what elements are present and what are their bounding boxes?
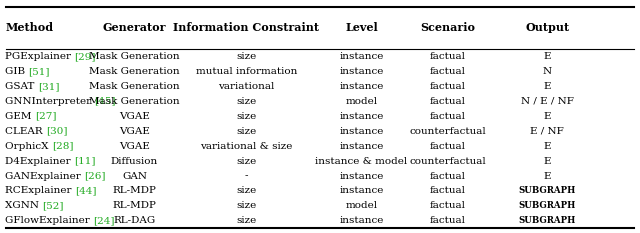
Text: [44]: [44] <box>75 186 97 195</box>
Text: instance & model: instance & model <box>316 157 408 166</box>
Text: size: size <box>236 201 257 210</box>
Text: instance: instance <box>339 186 384 195</box>
Text: Output: Output <box>525 22 569 34</box>
Text: size: size <box>236 112 257 121</box>
Text: instance: instance <box>339 127 384 136</box>
Text: XGNN: XGNN <box>5 201 42 210</box>
Text: PGExplainer: PGExplainer <box>5 52 74 61</box>
Text: E: E <box>543 142 551 151</box>
Text: factual: factual <box>430 52 466 61</box>
Text: [52]: [52] <box>42 201 64 210</box>
Text: Method: Method <box>5 22 53 34</box>
Text: Mask Generation: Mask Generation <box>89 97 180 106</box>
Text: Mask Generation: Mask Generation <box>89 52 180 61</box>
Text: instance: instance <box>339 52 384 61</box>
Text: GIB: GIB <box>5 67 29 76</box>
Text: Level: Level <box>345 22 378 34</box>
Text: factual: factual <box>430 97 466 106</box>
Text: size: size <box>236 52 257 61</box>
Text: N: N <box>543 67 552 76</box>
Text: instance: instance <box>339 216 384 225</box>
Text: size: size <box>236 186 257 195</box>
Text: factual: factual <box>430 201 466 210</box>
Text: E: E <box>543 52 551 61</box>
Text: GAN: GAN <box>122 171 147 181</box>
Text: SUBGRAPH: SUBGRAPH <box>518 201 576 210</box>
Text: OrphicX: OrphicX <box>5 142 52 151</box>
Text: SUBGRAPH: SUBGRAPH <box>518 186 576 195</box>
Text: D4Explainer: D4Explainer <box>5 157 74 166</box>
Text: RL-DAG: RL-DAG <box>113 216 156 225</box>
Text: Information Constraint: Information Constraint <box>173 22 319 34</box>
Text: E: E <box>543 82 551 91</box>
Text: CLEAR: CLEAR <box>5 127 46 136</box>
Text: [30]: [30] <box>46 127 67 136</box>
Text: -: - <box>244 171 248 181</box>
Text: instance: instance <box>339 82 384 91</box>
Text: GEM: GEM <box>5 112 35 121</box>
Text: size: size <box>236 97 257 106</box>
Text: RL-MDP: RL-MDP <box>113 201 156 210</box>
Text: factual: factual <box>430 186 466 195</box>
Text: factual: factual <box>430 82 466 91</box>
Text: VGAE: VGAE <box>119 127 150 136</box>
Text: size: size <box>236 157 257 166</box>
Text: size: size <box>236 216 257 225</box>
Text: [31]: [31] <box>38 82 60 91</box>
Text: E: E <box>543 112 551 121</box>
Text: factual: factual <box>430 67 466 76</box>
Text: factual: factual <box>430 112 466 121</box>
Text: instance: instance <box>339 67 384 76</box>
Text: SUBGRAPH: SUBGRAPH <box>518 216 576 225</box>
Text: [26]: [26] <box>84 171 106 181</box>
Text: [24]: [24] <box>93 216 115 225</box>
Text: E: E <box>543 171 551 181</box>
Text: [27]: [27] <box>35 112 56 121</box>
Text: GFlowExplainer: GFlowExplainer <box>5 216 93 225</box>
Text: variational & size: variational & size <box>200 142 292 151</box>
Text: N / E / NF: N / E / NF <box>521 97 573 106</box>
Text: instance: instance <box>339 112 384 121</box>
Text: VGAE: VGAE <box>119 112 150 121</box>
Text: GANExplainer: GANExplainer <box>5 171 84 181</box>
Text: factual: factual <box>430 216 466 225</box>
Text: Mask Generation: Mask Generation <box>89 82 180 91</box>
Text: mutual information: mutual information <box>196 67 297 76</box>
Text: RCExplainer: RCExplainer <box>5 186 75 195</box>
Text: size: size <box>236 127 257 136</box>
Text: counterfactual: counterfactual <box>410 157 486 166</box>
Text: [28]: [28] <box>52 142 74 151</box>
Text: Generator: Generator <box>102 22 166 34</box>
Text: [51]: [51] <box>29 67 50 76</box>
Text: GSAT: GSAT <box>5 82 38 91</box>
Text: counterfactual: counterfactual <box>410 127 486 136</box>
Text: [29]: [29] <box>74 52 96 61</box>
Text: instance: instance <box>339 171 384 181</box>
Text: [45]: [45] <box>95 97 116 106</box>
Text: Scenario: Scenario <box>420 22 476 34</box>
Text: variational: variational <box>218 82 275 91</box>
Text: instance: instance <box>339 142 384 151</box>
Text: VGAE: VGAE <box>119 142 150 151</box>
Text: GNNInterpreter: GNNInterpreter <box>5 97 95 106</box>
Text: model: model <box>346 201 378 210</box>
Text: E / NF: E / NF <box>531 127 564 136</box>
Text: E: E <box>543 157 551 166</box>
Text: RL-MDP: RL-MDP <box>113 186 156 195</box>
Text: [11]: [11] <box>74 157 95 166</box>
Text: model: model <box>346 97 378 106</box>
Text: factual: factual <box>430 142 466 151</box>
Text: factual: factual <box>430 171 466 181</box>
Text: Diffusion: Diffusion <box>111 157 158 166</box>
Text: Mask Generation: Mask Generation <box>89 67 180 76</box>
